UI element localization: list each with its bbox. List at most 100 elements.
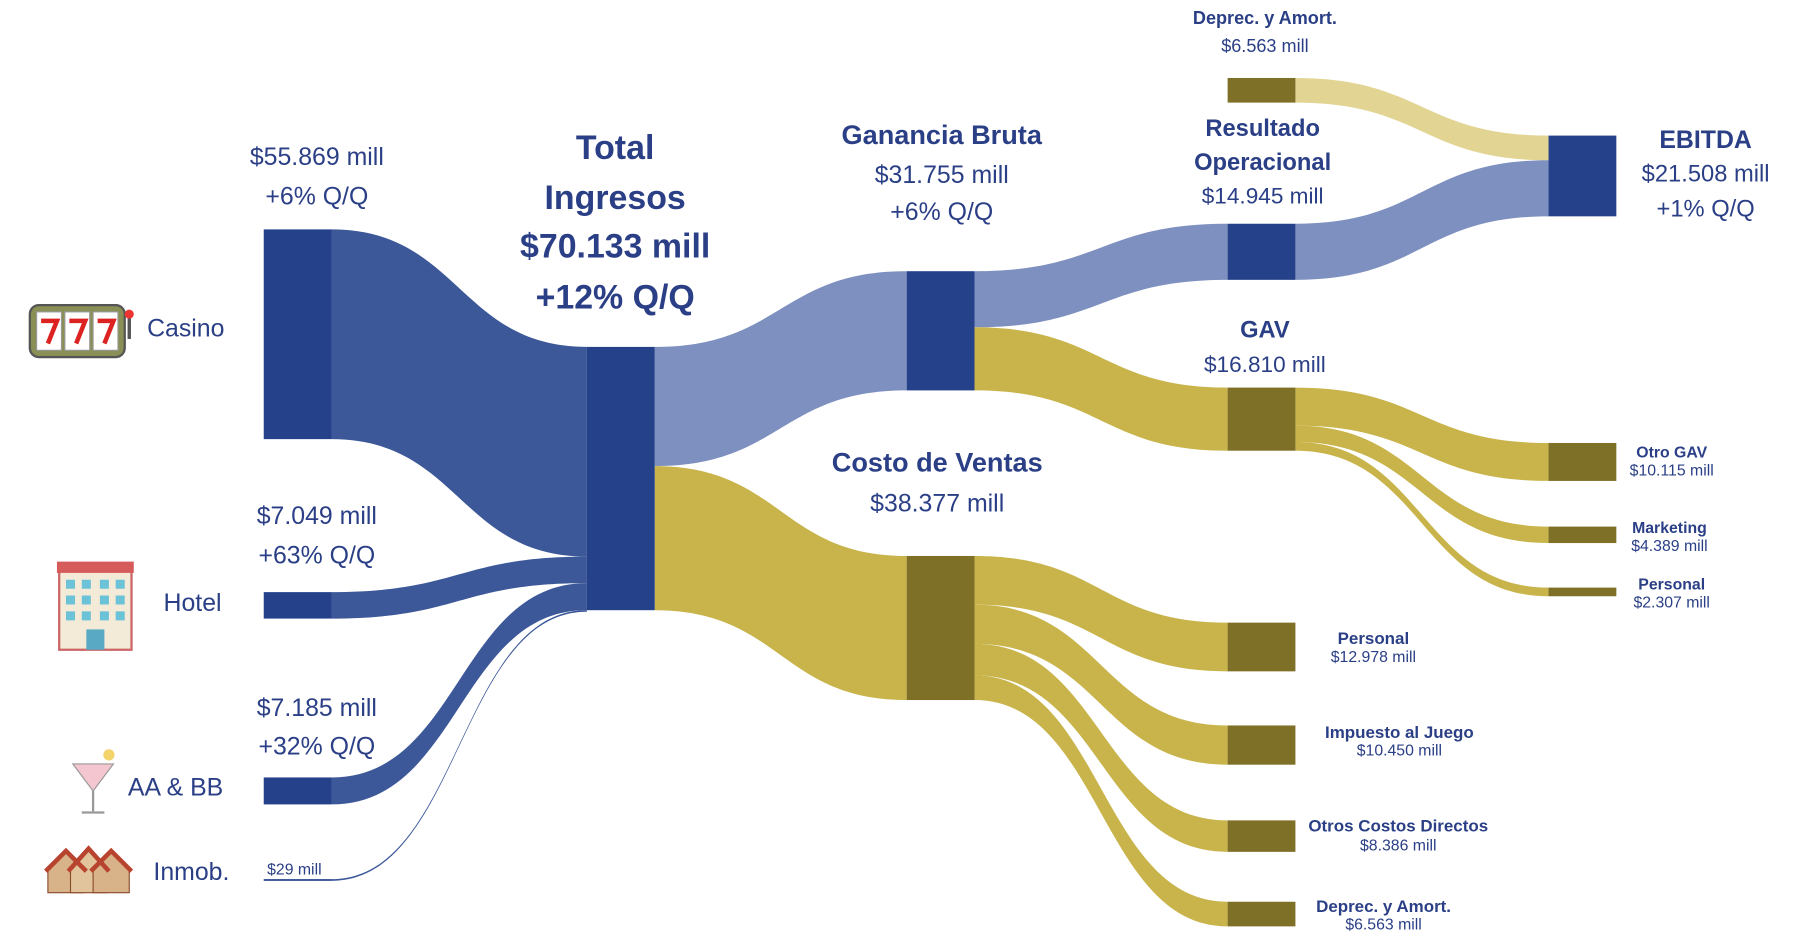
link: [1295, 425, 1549, 544]
node-name: GAV: [1240, 317, 1290, 343]
node-value-label: $10.450 mill: [1357, 743, 1442, 760]
node-name: Inmob.: [153, 858, 229, 886]
roofs: [44, 845, 134, 873]
node: [1227, 820, 1296, 852]
node: [906, 555, 975, 701]
node-value-label: $6.563 mill: [1345, 917, 1421, 934]
links: [331, 77, 1549, 927]
node-name: Marketing: [1632, 520, 1707, 537]
node: [1548, 526, 1617, 544]
node-value-label: $31.755 mill: [875, 161, 1009, 189]
slot-reel: [36, 311, 63, 351]
node-value-label: $29 mill: [267, 861, 322, 878]
node-name: Operacional: [1194, 150, 1331, 176]
node: [263, 229, 332, 440]
node-value-label: $8.386 mill: [1360, 838, 1436, 855]
node-name: Costo de Ventas: [832, 447, 1043, 478]
node-name: Hotel: [164, 589, 222, 617]
node-name: Deprec. y Amort.: [1193, 8, 1337, 28]
node-value-label: $55.869 mill: [250, 143, 384, 171]
slot-sevens: [41, 318, 117, 345]
node-value-label: $16.810 mill: [1204, 352, 1326, 377]
slot-machine-icon: [28, 303, 134, 359]
link: [331, 583, 587, 805]
link: [331, 610, 587, 881]
link: [974, 604, 1228, 765]
node-value-label: $21.508 mill: [1642, 161, 1770, 187]
node: [263, 777, 332, 805]
node-value-label: $38.377 mill: [870, 490, 1004, 518]
node-value-label: $7.049 mill: [257, 502, 377, 530]
hotel-door: [86, 629, 105, 650]
node-change: +32% Q/Q: [258, 733, 375, 761]
hotel-windows: [65, 579, 125, 621]
node-change: +1% Q/Q: [1657, 196, 1755, 222]
node-name: Resultado: [1205, 116, 1320, 142]
link: [974, 643, 1228, 852]
link: [974, 675, 1228, 927]
node-name: Deprec. y Amort.: [1316, 897, 1451, 916]
node-name: Total: [576, 129, 654, 167]
garnish: [103, 749, 115, 761]
node: [263, 879, 332, 881]
node: [1227, 77, 1296, 103]
node-name: EBITDA: [1659, 126, 1752, 154]
link: [1295, 442, 1549, 597]
link: [974, 327, 1228, 451]
cocktail-icon: [71, 749, 115, 814]
node-value-label: $6.563 mill: [1221, 36, 1308, 56]
node-change: +6% Q/Q: [890, 198, 993, 226]
node-name: Otro GAV: [1636, 444, 1707, 461]
link: [331, 229, 587, 557]
node-value-label: $2.307 mill: [1633, 595, 1709, 612]
hotel-roof: [56, 561, 134, 573]
glass-bowl: [71, 763, 115, 792]
node: [1227, 387, 1296, 451]
link: [654, 466, 907, 701]
node: [1548, 587, 1617, 597]
link: [1295, 77, 1549, 161]
node-name: Casino: [147, 315, 224, 343]
node-value-label: $14.945 mill: [1202, 184, 1324, 209]
node-change: +6% Q/Q: [265, 182, 368, 210]
node: [1548, 135, 1617, 217]
node: [1227, 622, 1296, 672]
sankey: Casino $55.869 mill +6% Q/Q Hotel $7.049 mil…: [28, 8, 1770, 934]
link: [974, 223, 1228, 328]
node: [1227, 725, 1296, 765]
node-name: Personal: [1338, 629, 1410, 648]
node: [1227, 223, 1296, 280]
nodes: [263, 77, 1617, 927]
node: [263, 592, 332, 619]
node-value-label: $4.389 mill: [1631, 538, 1707, 555]
houses-icon: [44, 845, 134, 894]
link: [1295, 387, 1549, 481]
node-name: Impuesto al Juego: [1325, 723, 1474, 742]
node: [1548, 442, 1617, 481]
node-name: AA & BB: [128, 773, 223, 801]
node-value-label: $10.115 mill: [1630, 462, 1714, 479]
node-change: +12% Q/Q: [536, 278, 695, 316]
node-change: +63% Q/Q: [258, 542, 375, 570]
node-name: Ingresos: [545, 179, 686, 217]
slot-knob: [124, 309, 134, 319]
node: [586, 346, 655, 611]
node-name: Ganancia Bruta: [842, 119, 1043, 150]
node-name: Otros Costos Directos: [1308, 817, 1488, 836]
node-value-label: $70.133 mill: [520, 228, 710, 266]
node: [906, 271, 975, 391]
link: [974, 555, 1228, 672]
link: [331, 556, 587, 619]
node: [1227, 901, 1296, 927]
link: [654, 271, 907, 467]
slot-reel: [92, 311, 119, 351]
link: [1295, 160, 1549, 280]
labels: Casino $55.869 mill +6% Q/Q Hotel $7.049 mil…: [128, 8, 1770, 934]
hotel-icon: [56, 561, 134, 651]
node-name: Personal: [1638, 577, 1705, 594]
node-value-label: $7.185 mill: [257, 694, 377, 722]
icons: [28, 303, 134, 894]
node-value-label: $12.978 mill: [1331, 649, 1416, 666]
